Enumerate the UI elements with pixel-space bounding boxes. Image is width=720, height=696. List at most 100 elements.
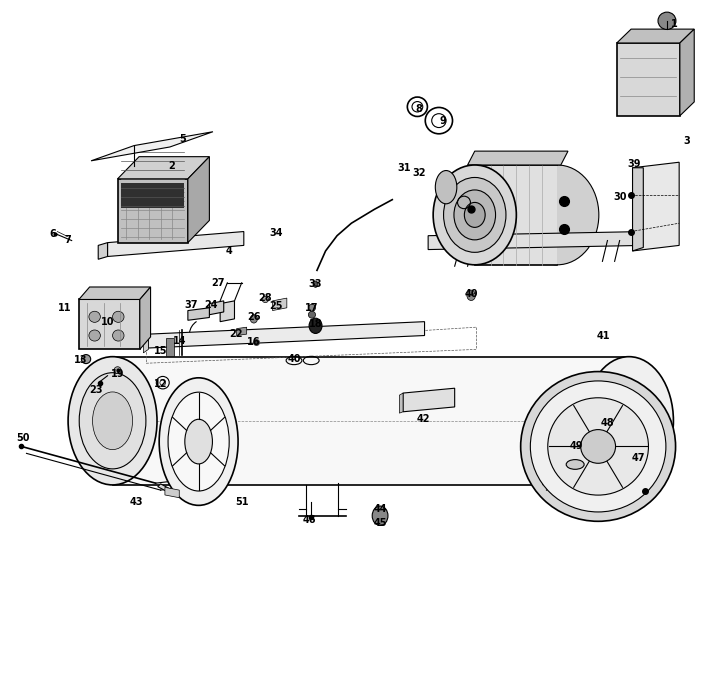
Ellipse shape (454, 190, 495, 240)
Polygon shape (79, 299, 140, 349)
Text: 34: 34 (269, 228, 283, 238)
Text: 37: 37 (185, 300, 198, 310)
Ellipse shape (308, 311, 315, 318)
Text: 51: 51 (235, 497, 248, 507)
Polygon shape (140, 287, 150, 349)
Text: 39: 39 (627, 159, 641, 168)
Text: 47: 47 (631, 452, 645, 463)
Polygon shape (79, 287, 150, 299)
Ellipse shape (521, 372, 675, 521)
Text: 45: 45 (374, 518, 387, 528)
Text: 41: 41 (597, 331, 611, 340)
Text: 48: 48 (600, 418, 614, 428)
Text: 23: 23 (89, 385, 103, 395)
Ellipse shape (68, 356, 157, 485)
Ellipse shape (658, 12, 676, 29)
Ellipse shape (309, 318, 322, 333)
Text: 22: 22 (229, 329, 243, 339)
Polygon shape (220, 301, 235, 322)
Ellipse shape (464, 203, 485, 228)
Ellipse shape (313, 281, 318, 287)
Text: 26: 26 (247, 313, 261, 322)
Text: 33: 33 (309, 279, 323, 290)
Text: 4: 4 (226, 246, 233, 256)
Ellipse shape (372, 506, 388, 525)
Ellipse shape (93, 392, 132, 450)
Polygon shape (117, 179, 188, 243)
Text: 8: 8 (415, 104, 422, 114)
Ellipse shape (548, 398, 649, 495)
Ellipse shape (81, 354, 91, 363)
Ellipse shape (251, 315, 258, 323)
Text: 18: 18 (309, 319, 323, 329)
Ellipse shape (262, 296, 269, 303)
Text: 17: 17 (305, 303, 319, 313)
Bar (166, 338, 174, 356)
Text: 40: 40 (464, 289, 478, 299)
Polygon shape (158, 484, 174, 493)
Polygon shape (188, 157, 210, 243)
Polygon shape (107, 232, 244, 257)
Text: 2: 2 (168, 161, 176, 171)
Text: 49: 49 (570, 441, 583, 452)
Polygon shape (400, 393, 403, 413)
Ellipse shape (168, 392, 229, 491)
Polygon shape (403, 388, 454, 412)
Polygon shape (237, 327, 247, 335)
Text: 19: 19 (111, 370, 125, 379)
Text: 28: 28 (258, 293, 272, 303)
Polygon shape (272, 298, 287, 310)
Text: 32: 32 (412, 168, 426, 178)
Text: 40: 40 (287, 354, 301, 364)
Text: 43: 43 (130, 497, 143, 507)
Polygon shape (117, 157, 210, 179)
Text: 15: 15 (154, 346, 167, 356)
Polygon shape (98, 243, 107, 260)
Ellipse shape (467, 290, 475, 301)
Polygon shape (188, 308, 210, 320)
Text: 14: 14 (173, 336, 186, 346)
Text: 3: 3 (683, 136, 690, 146)
Text: 42: 42 (416, 413, 430, 424)
Ellipse shape (433, 165, 516, 264)
Text: 46: 46 (303, 515, 317, 525)
Polygon shape (91, 132, 213, 161)
Ellipse shape (585, 356, 673, 485)
Text: 27: 27 (211, 278, 225, 288)
Polygon shape (617, 43, 680, 116)
Ellipse shape (185, 419, 212, 464)
Ellipse shape (516, 165, 599, 264)
Text: 6: 6 (50, 228, 56, 239)
Ellipse shape (112, 330, 124, 341)
Polygon shape (148, 322, 425, 348)
Ellipse shape (89, 311, 100, 322)
Text: 12: 12 (154, 379, 167, 389)
Polygon shape (474, 165, 557, 264)
Ellipse shape (112, 311, 124, 322)
Ellipse shape (308, 304, 315, 311)
Ellipse shape (566, 459, 584, 469)
Ellipse shape (114, 367, 121, 374)
Text: 44: 44 (374, 504, 387, 514)
Polygon shape (633, 168, 643, 251)
Ellipse shape (89, 330, 100, 341)
Polygon shape (143, 334, 148, 353)
Text: 30: 30 (613, 192, 626, 202)
Polygon shape (633, 162, 679, 251)
Text: 31: 31 (397, 163, 411, 173)
Text: 1: 1 (671, 19, 678, 29)
Bar (121, 183, 184, 207)
Ellipse shape (581, 429, 616, 464)
Text: 16: 16 (247, 338, 261, 347)
Text: 5: 5 (179, 134, 186, 143)
Text: 10: 10 (101, 317, 114, 326)
Text: 11: 11 (58, 303, 71, 313)
Text: 24: 24 (204, 300, 217, 310)
Text: 13: 13 (73, 356, 87, 365)
Text: 9: 9 (439, 116, 446, 126)
Text: 25: 25 (269, 301, 283, 311)
Polygon shape (428, 232, 643, 250)
Ellipse shape (531, 381, 666, 512)
Ellipse shape (436, 171, 456, 204)
Polygon shape (617, 29, 694, 43)
